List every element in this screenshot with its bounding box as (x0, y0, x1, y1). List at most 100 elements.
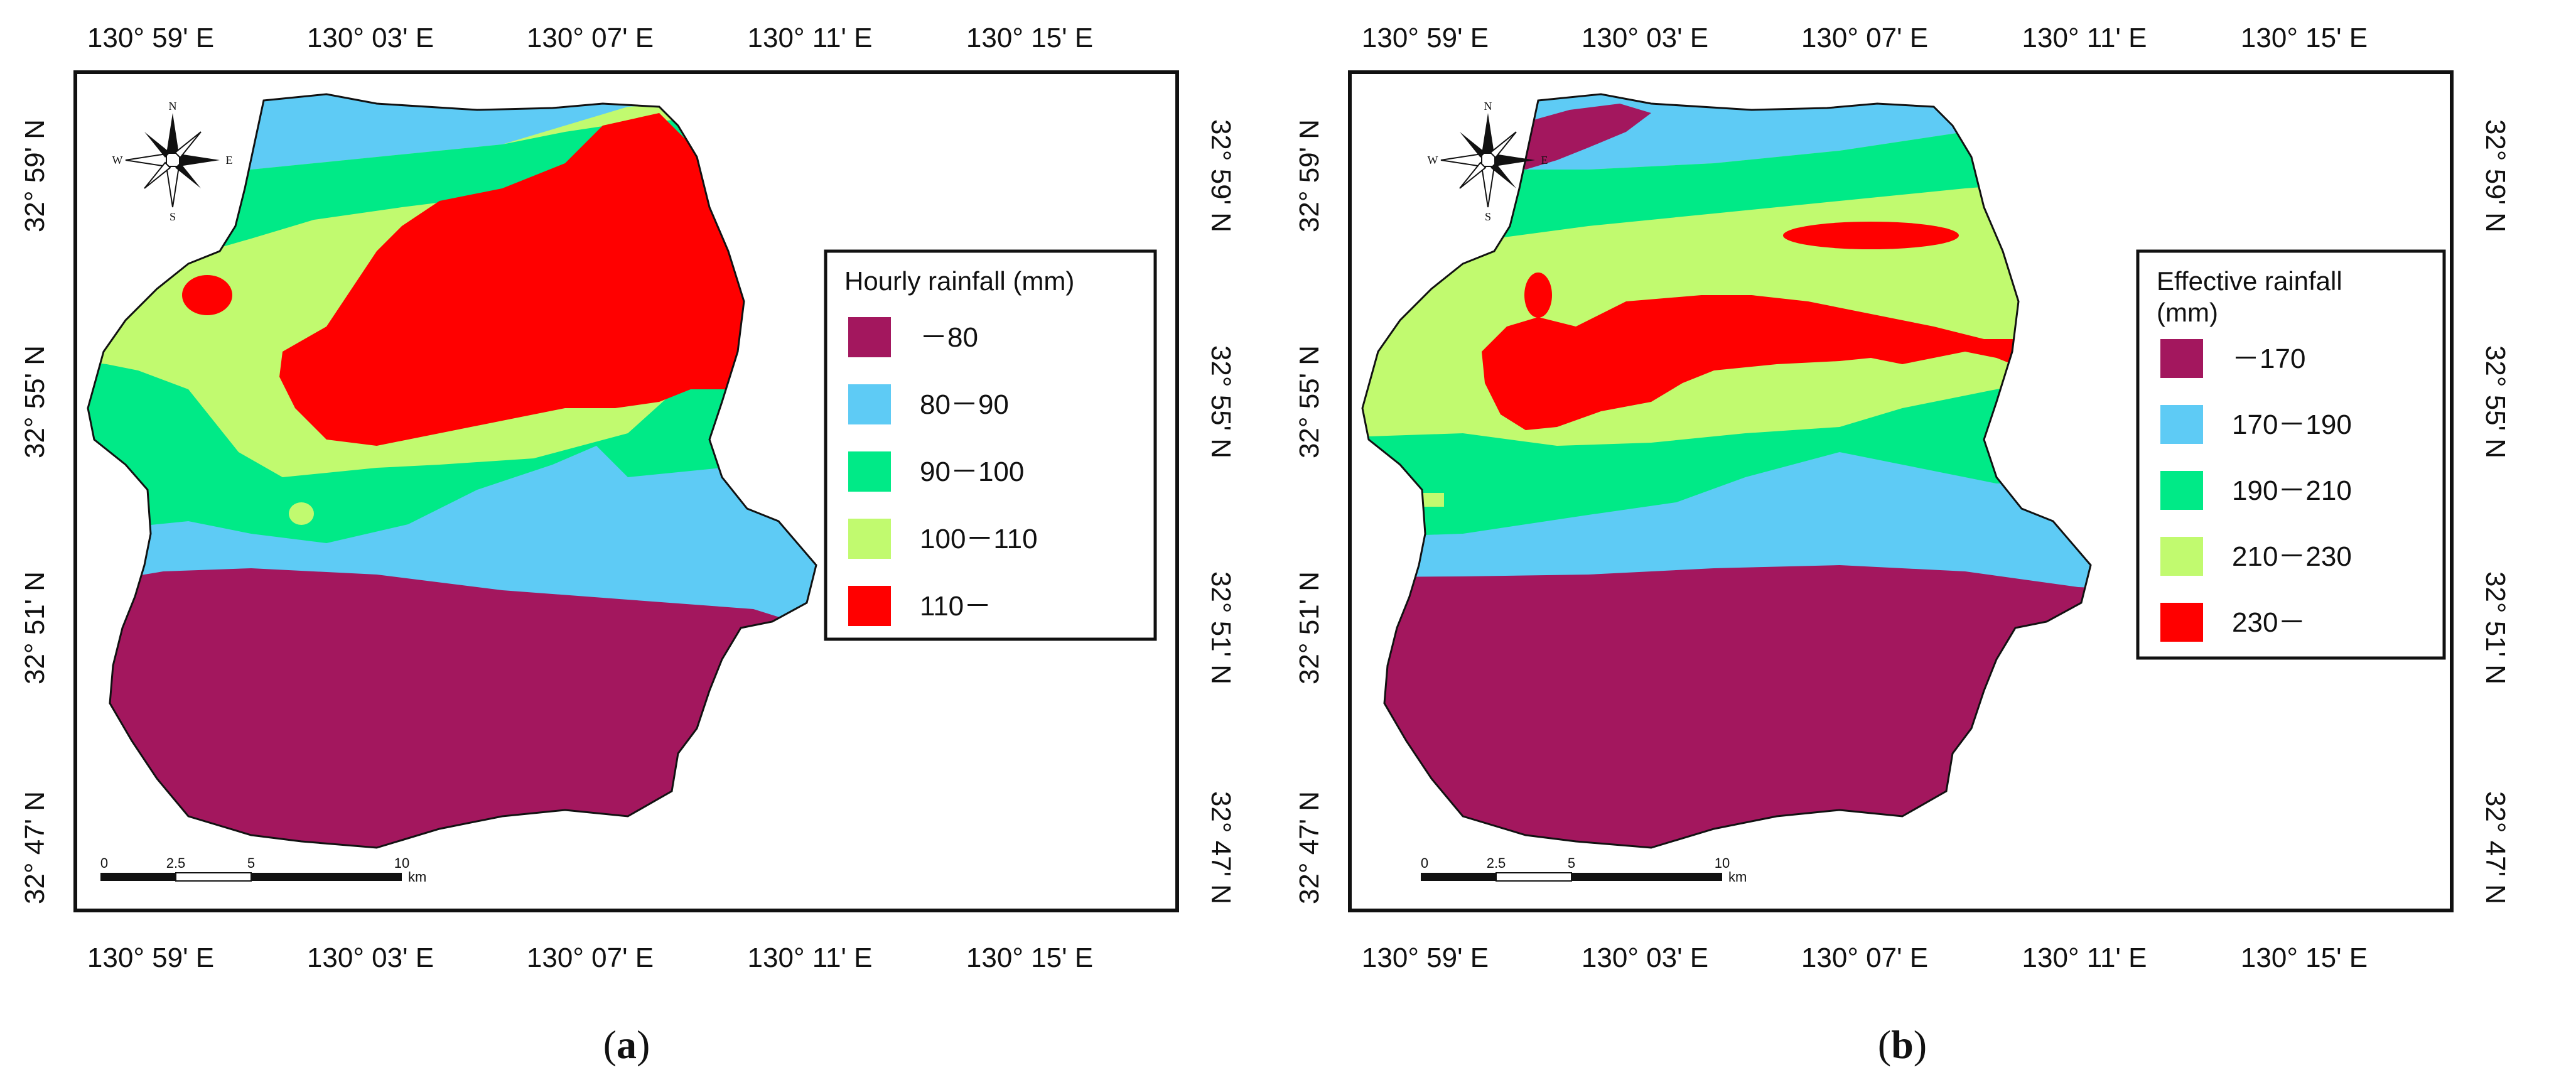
legend-swatch (2160, 405, 2203, 444)
legend-title-line2: (mm) (2157, 298, 2218, 327)
scale-label: 2.5 (1487, 855, 1506, 871)
compass-n: N (169, 100, 177, 112)
scale-label: 10 (394, 855, 409, 871)
zone-100-110-spot (289, 502, 314, 525)
zone-below-170-north (1507, 104, 1651, 170)
lon-ticks-top: 130° 59' E 130° 03' E 130° 07' E 130° 11… (1362, 23, 2368, 53)
legend-label: 210－230 (2232, 541, 2352, 572)
zone-above-110 (279, 113, 753, 446)
legend-swatch (2160, 537, 2203, 576)
lon-tick-label: 130° 03' E (307, 23, 434, 53)
lon-tick-label: 130° 03' E (1582, 23, 1708, 53)
scale-label: 5 (1568, 855, 1575, 871)
lat-tick-label: 32° 47' N (2480, 791, 2511, 904)
lat-tick-label: 32° 55' N (1294, 345, 1325, 458)
compass-n: N (1484, 100, 1492, 112)
scale-bar: 0 2.5 5 10 km (100, 855, 426, 885)
zone-above-230-spot (1524, 273, 1552, 318)
lat-ticks-left: 32° 59' N 32° 55' N 32° 51' N 32° 47' N (1294, 119, 1325, 904)
lon-tick-label: 130° 15' E (966, 942, 1093, 973)
compass-rose-icon: N S W E (112, 100, 233, 223)
lat-ticks-right: 32° 59' N 32° 55' N 32° 51' N 32° 47' N (1205, 119, 1236, 904)
lat-tick-label: 32° 51' N (1205, 571, 1236, 684)
compass-w: W (1428, 154, 1438, 166)
compass-rose-icon: N S W E (1428, 100, 1548, 223)
legend-swatch (2160, 471, 2203, 510)
lon-ticks-bottom: 130° 59' E 130° 03' E 130° 07' E 130° 11… (1362, 942, 2368, 973)
lat-tick-label: 32° 59' N (1294, 119, 1325, 232)
legend-swatch (848, 451, 891, 492)
lat-tick-label: 32° 47' N (1294, 791, 1325, 904)
scale-bar: 0 2.5 5 10 km (1421, 855, 1747, 885)
legend-label: 110－ (920, 591, 991, 622)
lon-tick-label: 130° 15' E (2241, 942, 2368, 973)
legend-box (2136, 249, 2446, 660)
scale-unit: km (1728, 869, 1747, 885)
legend-label: 90－100 (920, 456, 1024, 487)
legend: Effective rainfall (mm) －170 170－190 190… (2136, 249, 2446, 660)
lat-tick-label: 32° 59' N (2480, 119, 2511, 232)
panel-caption-letter: b (1891, 1022, 1914, 1067)
lat-ticks-left: 32° 59' N 32° 55' N 32° 51' N 32° 47' N (19, 119, 50, 904)
lon-tick-label: 130° 11' E (2022, 942, 2147, 973)
zone-above-230 (1482, 295, 2053, 430)
legend-label: 230－ (2232, 607, 2305, 638)
legend: Hourly rainfall (mm) －80 80－90 90－100 10… (824, 249, 1157, 641)
lon-tick-label: 130° 15' E (966, 23, 1093, 53)
lon-tick-label: 130° 03' E (1582, 942, 1708, 973)
panel-caption: (b) (1878, 1022, 1927, 1067)
zone-above-110-spot (182, 275, 232, 315)
compass-s: S (170, 210, 176, 223)
lat-tick-label: 32° 55' N (2480, 345, 2511, 458)
scale-label: 5 (247, 855, 255, 871)
lon-ticks-bottom: 130° 59' E 130° 03' E 130° 07' E 130° 11… (87, 942, 1093, 973)
lat-ticks-right: 32° 59' N 32° 55' N 32° 51' N 32° 47' N (2480, 119, 2511, 904)
legend-swatch (848, 384, 891, 424)
legend-title: Effective rainfall (2157, 266, 2342, 296)
map-panel-b: 130° 59' E 130° 03' E 130° 07' E 130° 11… (1294, 23, 2511, 1067)
compass-e: E (1541, 154, 1548, 166)
scale-unit: km (408, 869, 426, 885)
legend-title: Hourly rainfall (mm) (844, 266, 1074, 296)
legend-swatch (848, 519, 891, 559)
lon-tick-label: 130° 07' E (527, 23, 654, 53)
lon-tick-label: 130° 11' E (2022, 23, 2147, 53)
legend-label: －80 (920, 322, 978, 353)
lon-tick-label: 130° 59' E (1362, 942, 1489, 973)
lon-tick-label: 130° 59' E (87, 23, 214, 53)
compass-w: W (112, 154, 123, 166)
lat-tick-label: 32° 47' N (19, 791, 50, 904)
lon-tick-label: 130° 07' E (1801, 942, 1928, 973)
legend-label: －170 (2232, 343, 2305, 374)
lat-tick-label: 32° 51' N (1294, 571, 1325, 684)
map-panel-a: 130° 59' E 130° 03' E 130° 07' E 130° 11… (19, 23, 1236, 1067)
lat-tick-label: 32° 55' N (1205, 345, 1236, 458)
lat-tick-label: 32° 51' N (19, 571, 50, 684)
panel-caption: (a) (603, 1022, 650, 1067)
legend-swatch (848, 317, 891, 357)
lon-tick-label: 130° 07' E (527, 942, 654, 973)
legend-label: 190－210 (2232, 475, 2352, 506)
scale-label: 0 (100, 855, 108, 871)
lon-tick-label: 130° 15' E (2241, 23, 2368, 53)
legend-label: 100－110 (920, 524, 1038, 554)
compass-e: E (226, 154, 233, 166)
legend-label: 80－90 (920, 389, 1009, 420)
lat-tick-label: 32° 59' N (1205, 119, 1236, 232)
legend-swatch (2160, 603, 2203, 642)
legend-label: 170－190 (2232, 409, 2352, 440)
legend-swatch (2160, 339, 2203, 378)
scale-label: 0 (1421, 855, 1428, 871)
lon-tick-label: 130° 03' E (307, 942, 434, 973)
lat-tick-label: 32° 47' N (1205, 791, 1236, 904)
lon-tick-label: 130° 59' E (1362, 23, 1489, 53)
lon-ticks-top: 130° 59' E 130° 03' E 130° 07' E 130° 11… (87, 23, 1093, 53)
lat-tick-label: 32° 51' N (2480, 571, 2511, 684)
zone-above-230-band (1783, 222, 1959, 249)
lon-tick-label: 130° 59' E (87, 942, 214, 973)
lat-tick-label: 32° 59' N (19, 119, 50, 232)
legend-swatch (848, 586, 891, 626)
lon-tick-label: 130° 11' E (748, 23, 873, 53)
scale-label: 2.5 (166, 855, 186, 871)
